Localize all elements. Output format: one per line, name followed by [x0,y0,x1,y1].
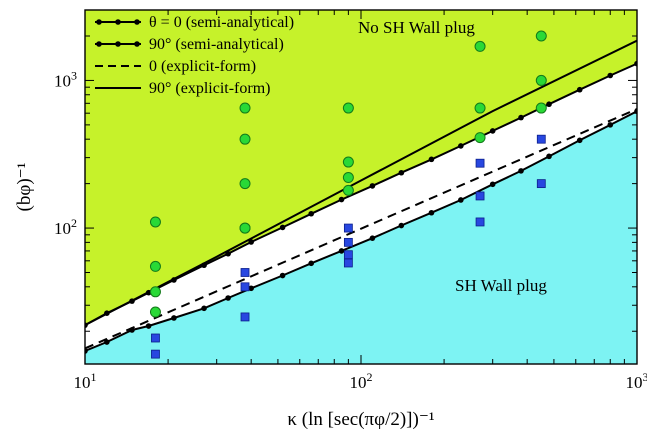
plug-point [475,191,485,201]
semi-90-point [338,196,345,203]
legend-dot [96,41,102,47]
semi-90-point [428,156,435,163]
plug-point [240,268,250,277]
plug-point [536,179,546,189]
semi-90-point [201,262,207,269]
no-plug-point [149,216,161,228]
plug-point [343,223,353,233]
semi-0-point [518,168,524,174]
semi-90-point [546,101,552,108]
plug-point [240,282,250,292]
semi-0-point [338,248,345,254]
plug-point [343,237,353,247]
y-tick-label: 103 [54,68,77,90]
no-plug-point [149,286,161,298]
y-axis-label: (bφ)⁻¹ [14,162,35,211]
semi-0-point [607,122,614,128]
no-plug-point [474,132,486,144]
semi-90-point [369,183,376,189]
semi-0-point [225,295,231,301]
semi-90-point [576,86,583,93]
semi-90-point [489,128,496,134]
legend-label: 90° (semi-analytical) [149,36,284,53]
legend-label: 0 (explicit-form) [149,58,256,75]
no-plug-point [239,102,251,114]
plug-point [151,349,160,359]
semi-0-point [546,153,552,160]
semi-0-point [171,315,177,321]
plug-point [343,250,353,260]
plug-point [343,258,353,268]
semi-0-point [458,197,464,203]
legend-dot [115,19,121,25]
legend-dot [96,19,102,25]
legend-label: θ = 0 (semi-analytical) [149,14,294,31]
no-plug-point [342,184,354,196]
no-plug-point [239,178,251,190]
semi-0-point [576,137,583,144]
no-plug-point [474,40,486,52]
no-plug-point [342,172,354,184]
semi-0-point [201,305,207,312]
semi-0-point [489,181,496,188]
plug-point [475,158,485,168]
semi-0-point [369,235,376,241]
no-plug-point [535,74,547,86]
no-plug-point [149,260,161,272]
x-tick-label: 103 [626,370,647,392]
semi-0-point [308,260,314,267]
x-tick-label: 102 [350,370,373,392]
semi-0-point [428,209,435,216]
semi-0-point [398,222,405,229]
no-plug-point [342,156,354,168]
plot-area [85,10,637,364]
semi-90-point [171,277,177,283]
semi-90-point [398,169,405,176]
no-plug-point [474,102,486,114]
semi-0-point [248,285,254,292]
legend-dot [115,41,121,47]
semi-0-point [104,339,110,345]
x-tick-label: 101 [74,370,97,392]
semi-90-point [518,114,524,121]
semi-90-point [248,239,254,245]
x-axis-label: κ (ln [sec(πφ/2)])⁻¹ [287,409,434,430]
no-plug-point [535,30,547,42]
no-plug-point [239,222,251,234]
semi-90-point [104,310,110,317]
semi-90-point [225,250,231,257]
plug-point [475,217,485,227]
legend-dot [134,19,140,25]
region-no-plug [85,10,637,326]
semi-90-point [129,298,135,304]
legend-label: 90° (explicit-form) [149,80,270,97]
region-label-no-plug: No SH Wall plug [358,18,475,37]
plug-point [151,333,160,343]
semi-0-point [129,327,135,333]
semi-90-point [607,72,614,79]
tick-labels: 101 102 103 102 103 [54,68,647,392]
plug-point [536,134,546,144]
region-label-plug: SH Wall plug [455,276,547,295]
legend: θ = 0 (semi-analytical) 90° (semi-analyti… [95,14,294,97]
y-tick-label: 102 [54,216,77,238]
no-plug-point [239,133,251,145]
plug-point [240,312,250,322]
semi-0-point [145,323,152,329]
no-plug-point [342,102,354,114]
semi-0-point [279,272,286,279]
axis-ticks [84,9,637,364]
semi-90-point [308,210,314,217]
no-plug-point [535,102,547,114]
semi-90-point [279,224,286,231]
semi-90-point [458,143,464,149]
series-line-explicit-0 [85,108,637,350]
legend-dot [134,41,140,47]
no-plug-point [149,306,161,318]
